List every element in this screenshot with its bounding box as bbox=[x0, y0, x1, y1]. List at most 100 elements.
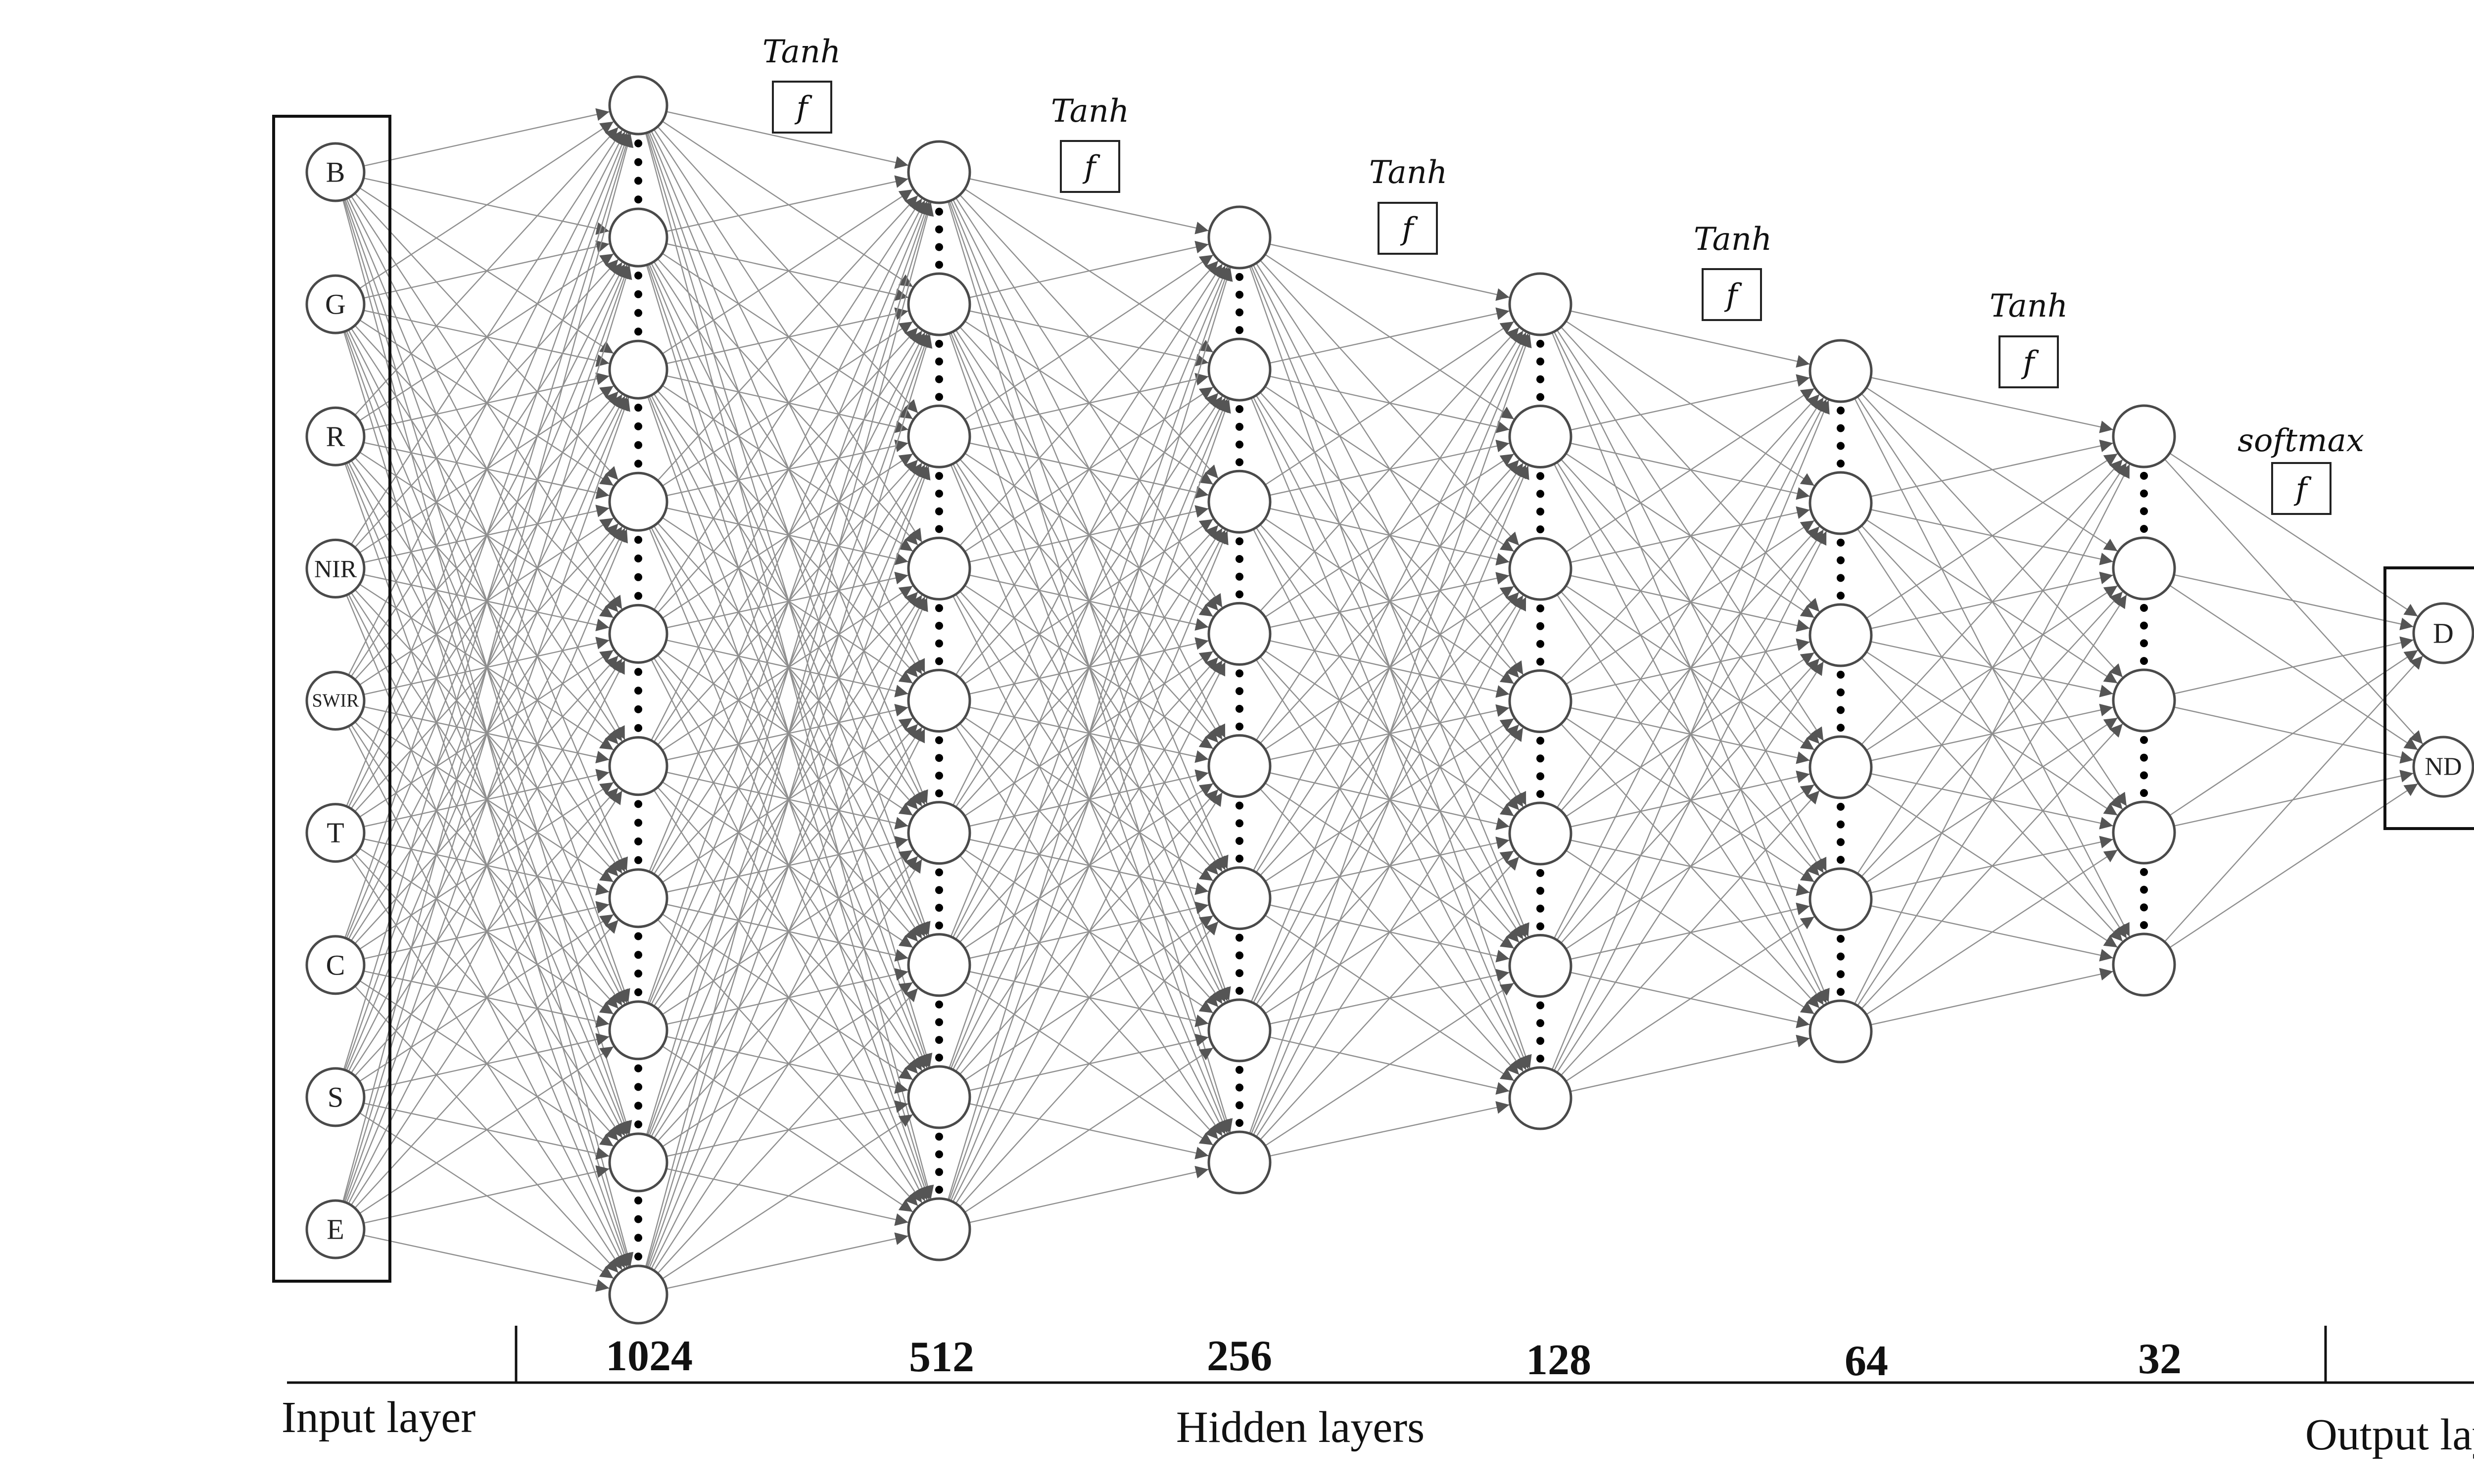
activation-box bbox=[1060, 140, 1120, 193]
hidden-node bbox=[1207, 866, 1272, 930]
edge-l1-4-4 bbox=[666, 639, 908, 697]
node-circle bbox=[1808, 867, 1873, 931]
activation-name: Tanh bbox=[1051, 93, 1129, 130]
activation-output: softmax f bbox=[2237, 422, 2364, 515]
ellipsis-dot bbox=[935, 225, 943, 233]
activation-box bbox=[1998, 335, 2059, 388]
edge-l2-2-0 bbox=[964, 254, 1214, 420]
edge-l1-5-3 bbox=[662, 585, 913, 751]
node-circle bbox=[1207, 1130, 1272, 1195]
node-circle bbox=[608, 1000, 668, 1061]
ellipsis-dot bbox=[1536, 508, 1544, 516]
node-label: C bbox=[326, 949, 345, 981]
ellipsis-dot bbox=[935, 1132, 943, 1141]
edge-l1-9-7 bbox=[662, 1113, 913, 1280]
edge-l0-8-9 bbox=[363, 1235, 610, 1292]
node-label: S bbox=[328, 1081, 343, 1113]
ellipsis-dot bbox=[1236, 722, 1243, 731]
node-circle bbox=[1808, 735, 1873, 799]
node-circle bbox=[305, 1199, 366, 1259]
edge-l2-1-0 bbox=[969, 240, 1209, 298]
ellipsis-dot bbox=[634, 158, 642, 166]
edge-l1-6-4 bbox=[662, 717, 913, 883]
hidden-node bbox=[1808, 603, 1873, 667]
ellipsis-dot bbox=[634, 309, 642, 317]
ellipsis-dot bbox=[2140, 736, 2148, 744]
hidden-node bbox=[907, 1065, 971, 1129]
ellipsis-dot bbox=[634, 195, 642, 204]
hidden-node bbox=[907, 272, 971, 336]
ellipsis-dot bbox=[634, 668, 642, 676]
edge-l4-0-0 bbox=[1570, 310, 1810, 368]
ellipsis-dot bbox=[1837, 856, 1845, 864]
ellipsis-dot bbox=[1536, 604, 1544, 612]
output-layer-frame bbox=[2383, 566, 2474, 830]
edge-l1-6-5 bbox=[666, 836, 908, 893]
node-circle bbox=[608, 207, 668, 268]
ellipsis-dot bbox=[634, 1252, 642, 1261]
ellipsis-dot bbox=[935, 207, 943, 216]
edge-l3-7-4 bbox=[1259, 856, 1520, 1141]
edge-l1-5-5 bbox=[666, 771, 908, 830]
ellipsis-dot bbox=[1837, 688, 1845, 696]
ellipsis-dot bbox=[935, 736, 943, 744]
input-node: E bbox=[305, 1199, 366, 1259]
hidden-node bbox=[2112, 404, 2176, 468]
ellipsis-dot bbox=[935, 261, 943, 269]
node-circle bbox=[1508, 801, 1572, 866]
input-node: NIR bbox=[305, 538, 366, 599]
edge-l1-4-0 bbox=[653, 198, 923, 610]
ellipsis-dot bbox=[634, 536, 642, 544]
edge-l0-1-0 bbox=[359, 121, 614, 289]
ellipsis-dot bbox=[1536, 869, 1544, 877]
node-circle bbox=[305, 1067, 366, 1127]
ellipsis-dot bbox=[1536, 525, 1544, 534]
ellipsis-dot bbox=[935, 340, 943, 348]
ellipsis-dot bbox=[1236, 308, 1243, 317]
hidden-node bbox=[608, 1132, 668, 1193]
activation-name: Tanh bbox=[1990, 288, 2068, 325]
edge-l2-5-0 bbox=[952, 265, 1226, 806]
edge-l4-6-2 bbox=[1556, 661, 1824, 1073]
edge-l0-8-1 bbox=[343, 266, 632, 1202]
edge-l6-2-0 bbox=[2174, 636, 2414, 695]
ellipsis-dot bbox=[1536, 754, 1544, 763]
edge-l1-7-8 bbox=[662, 1045, 913, 1212]
node-circle bbox=[1508, 1066, 1572, 1130]
node-circle bbox=[2412, 736, 2474, 798]
ellipsis-dot bbox=[1236, 854, 1243, 863]
ellipsis-dot bbox=[935, 375, 943, 383]
edge-l3-6-0 bbox=[1250, 333, 1529, 1003]
ellipsis-dot bbox=[1837, 442, 1845, 450]
node-circle bbox=[907, 536, 971, 601]
edge-l5-1-0 bbox=[1870, 439, 2113, 497]
edge-l1-5-7 bbox=[657, 787, 918, 1074]
edge-l0-0-0 bbox=[363, 108, 610, 167]
layer-size-64: 64 bbox=[1845, 1337, 1888, 1385]
input-node: T bbox=[305, 803, 366, 863]
edge-l0-8-2 bbox=[344, 397, 630, 1203]
ellipsis-dot bbox=[2140, 621, 2148, 630]
ellipsis-dot bbox=[1837, 406, 1845, 415]
edge-l0-7-0 bbox=[343, 134, 632, 1070]
node-circle bbox=[305, 406, 366, 466]
edge-l1-4-5 bbox=[662, 649, 913, 816]
ellipsis-dot bbox=[1837, 460, 1845, 468]
edge-l6-2-1 bbox=[2174, 706, 2414, 764]
ellipsis-dot bbox=[2140, 639, 2148, 648]
layer-size-512: 512 bbox=[909, 1333, 974, 1381]
node-circle bbox=[907, 272, 971, 336]
ellipsis-dot bbox=[1837, 820, 1845, 829]
edge-l5-5-2 bbox=[1861, 723, 2123, 1010]
node-circle bbox=[1808, 339, 1873, 403]
edge-l1-7-6 bbox=[666, 968, 908, 1025]
edge-l1-9-2 bbox=[647, 466, 931, 1268]
ellipsis-dot bbox=[1536, 922, 1544, 930]
edge-l4-2-0 bbox=[1566, 388, 1815, 553]
edge-l0-3-0 bbox=[350, 130, 623, 545]
hidden-node bbox=[1508, 669, 1572, 733]
hidden-node bbox=[608, 736, 668, 796]
node-circle bbox=[1508, 537, 1572, 601]
layer-size-256: 256 bbox=[1207, 1332, 1272, 1380]
